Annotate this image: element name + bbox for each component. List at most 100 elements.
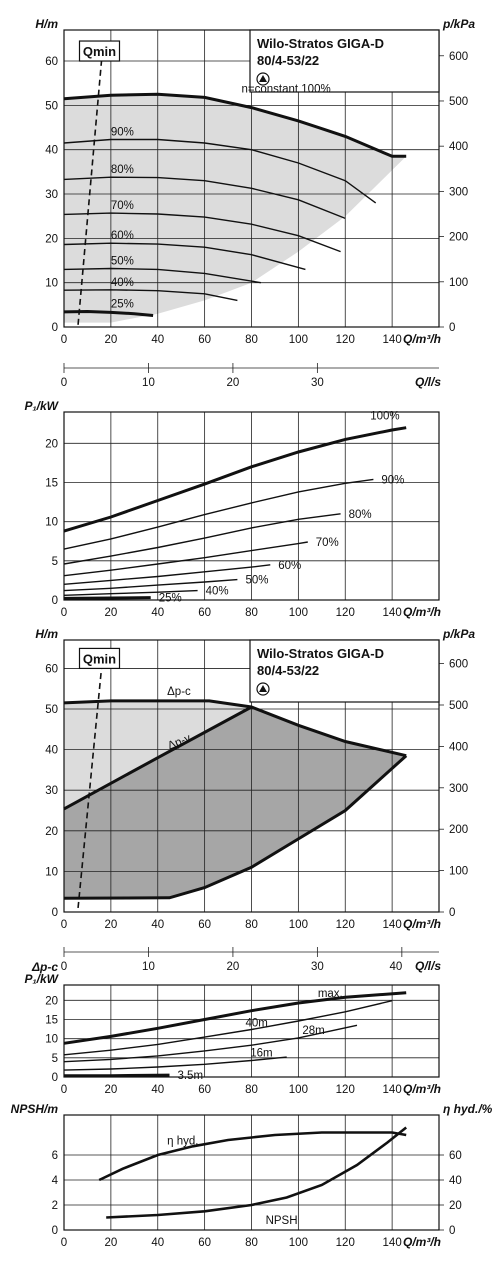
c2-curve-2 bbox=[63, 513, 341, 565]
c3-y2label: p/kPa bbox=[442, 627, 475, 641]
c5-y2tick: 0 bbox=[449, 1225, 455, 1237]
flow-axis-1-tick: 30 bbox=[311, 377, 324, 389]
fill-layer bbox=[64, 94, 407, 899]
c3-ytick: 0 bbox=[52, 907, 58, 919]
c3-xtick: 0 bbox=[61, 919, 67, 931]
c5-xtick: 140 bbox=[383, 1237, 402, 1249]
c1-ytick: 50 bbox=[45, 100, 58, 112]
flow-axis-1-label: Q/l/s bbox=[415, 375, 441, 389]
c2-xtick: 0 bbox=[61, 607, 67, 619]
c2-curve-label: 50% bbox=[245, 575, 268, 587]
c2-ytick: 20 bbox=[45, 438, 58, 450]
c1-qmin-label: Qmin bbox=[83, 44, 116, 59]
flow-axis-2-tick: 30 bbox=[311, 961, 324, 973]
c2-ytick: 0 bbox=[52, 595, 58, 607]
c3-qmin-line bbox=[77, 668, 103, 909]
c2-xtick: 120 bbox=[336, 607, 355, 619]
c3-xtick: 100 bbox=[289, 919, 308, 931]
c3-qmin-label: Qmin bbox=[83, 651, 116, 666]
c3-ytick: 30 bbox=[45, 785, 58, 797]
flow-axis-2-tick: 10 bbox=[142, 961, 155, 973]
c4-curve-label: max. bbox=[318, 988, 343, 1000]
c4-curve-2 bbox=[63, 1024, 358, 1063]
c1-y2tick: 300 bbox=[449, 186, 468, 198]
c3-title-box bbox=[249, 639, 440, 703]
c1-xtick: 100 bbox=[289, 334, 308, 346]
c5-curve-1 bbox=[106, 1126, 408, 1219]
c5-ytick: 0 bbox=[52, 1225, 58, 1237]
c5-y2tick: 60 bbox=[449, 1150, 462, 1162]
c3-xtick: 20 bbox=[104, 919, 117, 931]
c1-curve-label: 90% bbox=[111, 126, 134, 138]
c2-xlabel: Q/m³/h bbox=[403, 605, 441, 619]
c1-title-box bbox=[249, 29, 440, 93]
c1-qmin-box bbox=[78, 40, 121, 62]
c5-ylabel: NPSH/m bbox=[11, 1102, 59, 1116]
c3-qmin-box bbox=[78, 647, 121, 670]
c4-ylabel2: Δp-c bbox=[31, 960, 58, 974]
c3-xtick: 120 bbox=[336, 919, 355, 931]
c2-xtick: 20 bbox=[104, 607, 117, 619]
c4-frame bbox=[63, 984, 440, 1078]
c3-xtick: 80 bbox=[245, 919, 258, 931]
c5-ytick: 2 bbox=[52, 1200, 58, 1212]
c5-npsh-label: NPSH bbox=[266, 1215, 298, 1227]
c1-xtick: 60 bbox=[198, 334, 211, 346]
c1-ytick: 0 bbox=[52, 322, 58, 334]
c3-xtick: 40 bbox=[151, 919, 164, 931]
c1-y2tick: 500 bbox=[449, 96, 468, 108]
c4-xtick: 140 bbox=[383, 1084, 402, 1096]
c2-xtick: 60 bbox=[198, 607, 211, 619]
c5-y2label: η hyd./% bbox=[443, 1102, 493, 1116]
c4-xtick: 0 bbox=[61, 1084, 67, 1096]
c2-curve-label: 70% bbox=[316, 537, 339, 549]
c4-ytick: 0 bbox=[52, 1072, 58, 1084]
c2-xtick: 40 bbox=[151, 607, 164, 619]
flow-axis-2-label: Q/l/s bbox=[415, 959, 441, 973]
c3-y2tick: 600 bbox=[449, 659, 468, 671]
c1-curve-label: 60% bbox=[111, 230, 134, 242]
c3-floor-curve bbox=[63, 754, 408, 900]
c2-curve-3 bbox=[63, 541, 308, 577]
c4-curve-label: 40m bbox=[246, 1017, 268, 1029]
c1-y2label: p/kPa bbox=[442, 17, 475, 31]
c1-xtick: 140 bbox=[383, 334, 402, 346]
c1-y2tick: 0 bbox=[449, 322, 455, 334]
c5-xtick: 40 bbox=[151, 1237, 164, 1249]
c3-ytick: 10 bbox=[45, 866, 58, 878]
c2-curve-0 bbox=[63, 426, 407, 533]
c3-y2tick: 200 bbox=[449, 824, 468, 836]
c1-xtick: 20 bbox=[104, 334, 117, 346]
c1-curve-label: 25% bbox=[111, 298, 134, 310]
grid-layer bbox=[63, 29, 444, 1231]
c1-curve-label: 40% bbox=[111, 277, 134, 289]
c2-curve-label: 40% bbox=[206, 586, 229, 598]
c2-curve-label: 100% bbox=[370, 411, 399, 423]
c1-xlabel: Q/m³/h bbox=[403, 332, 441, 346]
c3-y2tick: 0 bbox=[449, 907, 455, 919]
c1-title: Wilo-Stratos GIGA-D bbox=[257, 36, 384, 51]
c4-curve-1 bbox=[63, 1000, 393, 1056]
c3-ytick: 40 bbox=[45, 745, 58, 757]
c1-curve-6 bbox=[63, 289, 238, 302]
c1-xtick: 40 bbox=[151, 334, 164, 346]
c1-curve-label: 50% bbox=[111, 255, 134, 267]
flow-axis-2-tick: 20 bbox=[227, 961, 240, 973]
c1-curve-label: n=constant 100% bbox=[242, 84, 331, 96]
c4-xtick: 40 bbox=[151, 1084, 164, 1096]
c1-ytick: 20 bbox=[45, 233, 58, 245]
flow-axis-1-tick: 10 bbox=[142, 377, 155, 389]
c1-curve-label: 80% bbox=[111, 164, 134, 176]
c2-curve-label: 80% bbox=[349, 509, 372, 521]
c5-ytick: 6 bbox=[52, 1150, 58, 1162]
c5-y2tick: 20 bbox=[449, 1200, 462, 1212]
c3-subtitle: 80/4-53/22 bbox=[257, 663, 319, 678]
c4-xlabel: Q/m³/h bbox=[403, 1082, 441, 1096]
c1-ytick: 40 bbox=[45, 145, 58, 157]
flow-axis-2-tick: 0 bbox=[61, 961, 67, 973]
c5-xtick: 0 bbox=[61, 1237, 67, 1249]
c3-ytick: 60 bbox=[45, 663, 58, 675]
c3-ylabel: H/m bbox=[35, 627, 58, 641]
c1-curve-3 bbox=[63, 212, 341, 253]
